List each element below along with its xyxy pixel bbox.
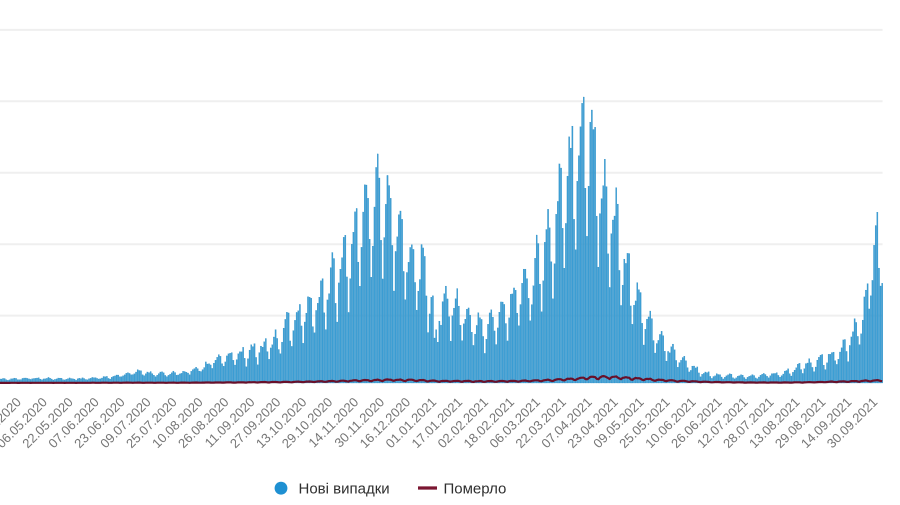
svg-text:Нові випадки: Нові випадки <box>299 480 390 497</box>
svg-text:Померло: Померло <box>444 480 507 497</box>
